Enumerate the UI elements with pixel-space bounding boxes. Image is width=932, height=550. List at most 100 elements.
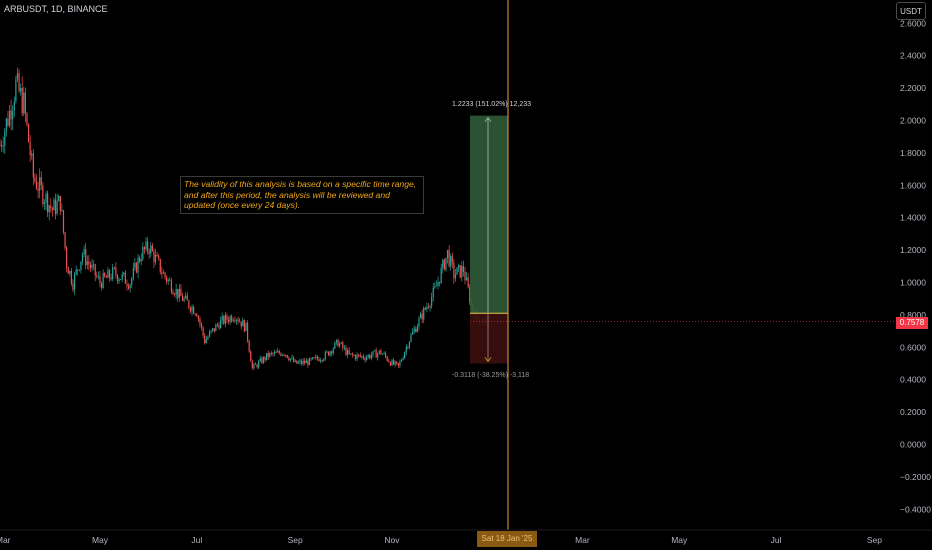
candle-body [381, 353, 384, 355]
candle-body [112, 267, 114, 280]
candle-body [135, 262, 138, 273]
candle-body [53, 199, 55, 211]
target-label: 1.2233 (151.02%) 12,233 [452, 101, 532, 108]
candle-body [370, 355, 372, 359]
profit-zone[interactable] [470, 115, 508, 314]
candle-body [277, 351, 279, 353]
candle-body [248, 340, 250, 352]
candle-body [62, 210, 65, 233]
candle-body [237, 319, 239, 322]
candle-body [375, 350, 377, 358]
candle-body [113, 267, 115, 269]
candle-body [378, 350, 380, 354]
candle-body [212, 328, 214, 331]
candle-body [140, 259, 142, 262]
candle-body [167, 279, 169, 282]
candle-body [418, 318, 420, 327]
candle-body [262, 357, 265, 364]
candle-body [372, 351, 374, 356]
candle-body [39, 177, 41, 191]
candle-body [435, 285, 438, 287]
candle-body [429, 305, 431, 308]
x-tick-label: Sep [867, 535, 882, 545]
candle-body [419, 313, 422, 319]
long-position-tool[interactable] [470, 115, 508, 364]
candle-body [297, 362, 299, 364]
candle-body [183, 298, 185, 301]
candle-body [162, 272, 165, 274]
candle-body [281, 354, 284, 356]
y-tick-label: 2.6000 [900, 18, 926, 28]
candle-body [208, 332, 211, 337]
candle-body [224, 315, 226, 324]
candle-body [0, 144, 1, 146]
candle-body [396, 361, 398, 363]
candle-body [66, 247, 68, 268]
candle-body [97, 276, 99, 277]
candle-body [394, 361, 396, 365]
candle-body [164, 272, 166, 278]
candle-body [407, 346, 409, 348]
candle-body [437, 281, 439, 286]
candle-body [324, 352, 326, 360]
candle-body [137, 257, 139, 273]
candle-body [294, 360, 296, 362]
candle-body [210, 330, 212, 333]
candle-body [367, 355, 369, 358]
loss-zone[interactable] [470, 313, 508, 364]
candle-body [172, 292, 174, 295]
candle-body [254, 363, 257, 365]
candle-body [102, 273, 104, 288]
candle-body [258, 361, 260, 368]
candle-body [337, 339, 339, 347]
candle-body [467, 277, 469, 288]
candle-body [2, 145, 4, 147]
candle-body [440, 267, 442, 284]
price-axis[interactable]: 2.6000 2.4000 2.2000 2.0000 1.8000 1.6000 1.40… [900, 18, 931, 514]
candle-body [348, 350, 350, 354]
y-tick-label: 1.6000 [900, 180, 926, 190]
candle-body [299, 360, 301, 363]
candle-body [54, 199, 57, 214]
candle-body [438, 281, 441, 284]
candle-body [132, 268, 134, 279]
candle-body [310, 358, 312, 360]
candle-body [308, 358, 311, 366]
candle-body [232, 320, 234, 322]
candle-body [154, 254, 157, 263]
time-axis[interactable]: MarMayJulSepNov2025MarMayJulSep [0, 529, 932, 545]
candle-body [321, 360, 323, 362]
candle-body [131, 278, 133, 285]
candle-body [264, 357, 266, 360]
candle-body [81, 254, 84, 262]
x-tick-label: Jul [191, 535, 202, 545]
y-tick-label: 2.2000 [900, 83, 926, 93]
candle-body [108, 270, 111, 278]
candle-body [431, 296, 433, 306]
candle-body [465, 277, 468, 281]
candle-body [189, 307, 192, 312]
y-tick-label: −0.2000 [900, 472, 931, 482]
candle-body [288, 357, 290, 361]
candle-body [380, 350, 382, 354]
candle-body [350, 353, 352, 355]
analysis-note[interactable]: The validity of this analysis is based o… [180, 176, 424, 215]
candle-body [178, 288, 180, 298]
candle-body [10, 110, 12, 120]
candle-body [245, 322, 247, 332]
candle-body [424, 308, 426, 310]
candle-body [462, 266, 465, 272]
candle-body [272, 353, 274, 354]
currency-unit-button[interactable]: USDT [896, 2, 926, 20]
candle-body [450, 256, 452, 267]
candle-body [78, 269, 80, 271]
candle-body [313, 357, 315, 359]
candle-body [369, 355, 371, 359]
candle-body [335, 339, 338, 343]
candle-body [388, 360, 390, 363]
candle-body [275, 352, 277, 353]
candle-body [397, 362, 399, 366]
candle-body [305, 360, 307, 364]
candle-body [332, 348, 334, 354]
